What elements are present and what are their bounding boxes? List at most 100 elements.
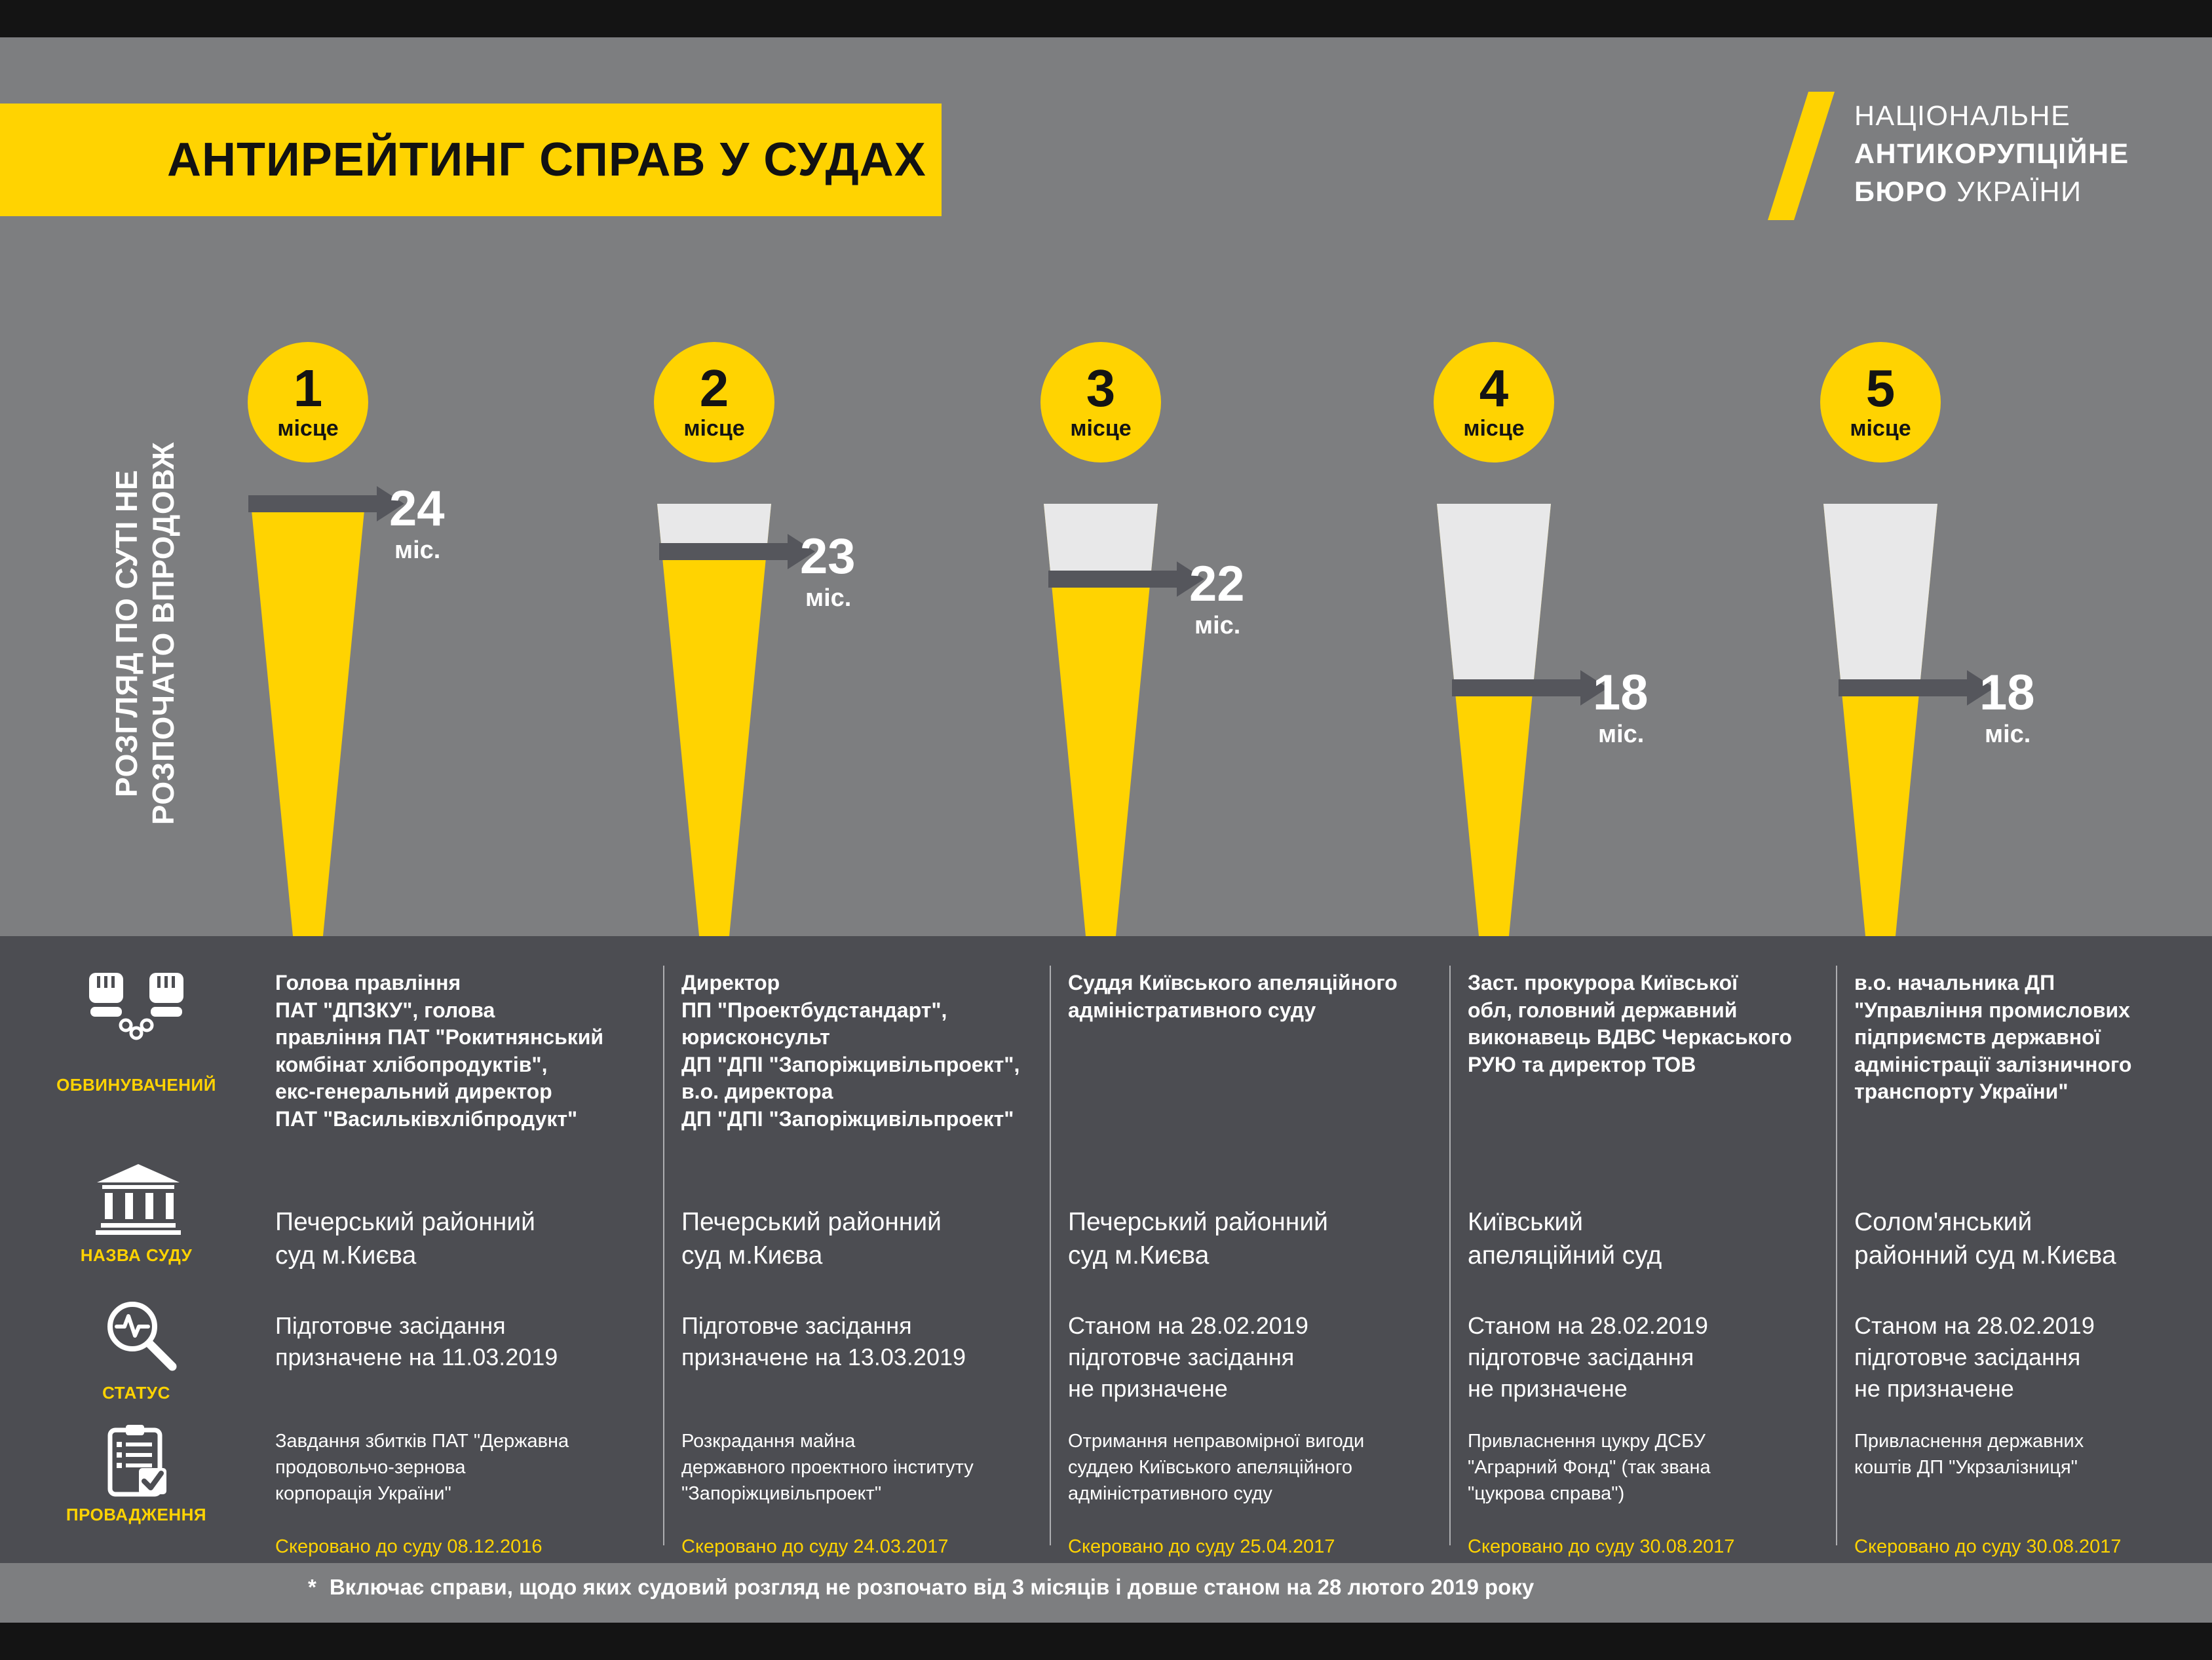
case-details-3: Суддя Київського апеляційного адміністра… xyxy=(1068,936,1438,1563)
case-details-5: в.о. начальника ДП "Управління промислов… xyxy=(1854,936,2198,1563)
months-value: 24 xyxy=(389,481,445,537)
footnote-asterisk: * xyxy=(308,1575,316,1599)
bar-empty-segment xyxy=(1437,504,1551,688)
column-separator xyxy=(1050,966,1051,1545)
rank-badge-4: 4 місце xyxy=(1434,342,1554,462)
logo-line1: НАЦІОНАЛЬНЕ xyxy=(1854,100,2071,132)
footnote-text: Включає справи, щодо яких судовий розгля… xyxy=(329,1575,1535,1599)
court-text: Солом'янський районний суд м.Києва xyxy=(1854,1208,2116,1270)
status-magnifier-icon xyxy=(107,1302,177,1371)
rank-badge-3: 3 місце xyxy=(1040,342,1161,462)
label-court: НАЗВА СУДУ xyxy=(80,1245,193,1265)
bar-case-5: 18 міс. xyxy=(1823,504,2035,936)
rank-number: 1 xyxy=(293,358,323,417)
bar-value: 23 міс. xyxy=(800,532,856,613)
nabu-logo-icon xyxy=(1768,92,1835,220)
chart-column-2: 2 місце 23 міс. xyxy=(654,342,856,936)
rank-label: місце xyxy=(1850,415,1911,441)
value-arrow xyxy=(1048,561,1204,597)
sent-to-court-text: Скеровано до суду 30.08.2017 xyxy=(1468,1536,1735,1557)
logo-line2: АНТИКОРУПЦІЙНЕ xyxy=(1854,138,2129,170)
sent-to-court-text: Скеровано до суду 24.03.2017 xyxy=(681,1536,949,1557)
label-status: СТАТУС xyxy=(102,1383,170,1403)
proceeding-text: Завдання збитків ПАТ "Державна продоволь… xyxy=(275,1431,569,1505)
proceeding-text: Отримання неправомірної вигоди суддею Ки… xyxy=(1068,1431,1365,1505)
sent-to-court-text: Скеровано до суду 30.08.2017 xyxy=(1854,1536,2122,1557)
bar-empty-segment xyxy=(1823,504,1937,688)
handcuffs-icon xyxy=(89,973,183,1040)
court-text: Київський апеляційний суд xyxy=(1468,1208,1662,1270)
rank-number: 5 xyxy=(1865,358,1896,417)
value-arrow xyxy=(659,534,815,569)
months-unit: міс. xyxy=(1598,721,1645,748)
rank-number: 2 xyxy=(699,358,729,417)
rank-badge-1: 1 місце xyxy=(248,342,368,462)
bar-case-3: 22 міс. xyxy=(1044,504,1245,936)
chart-column-4: 4 місце 18 міс. xyxy=(1434,342,1649,936)
rank-number: 4 xyxy=(1479,358,1509,417)
top-black-bar xyxy=(0,0,2212,37)
bar-value: 24 міс. xyxy=(389,484,445,565)
court-text: Печерський районний суд м.Києва xyxy=(1068,1208,1328,1270)
months-unit: міс. xyxy=(1194,612,1241,639)
rank-badge-5: 5 місце xyxy=(1820,342,1941,462)
title-banner: АНТИРЕЙТИНГ СПРАВ У СУДАХ xyxy=(0,104,942,216)
logo-line3: БЮРО УКРАЇНИ xyxy=(1854,173,2129,211)
bar-shape xyxy=(1437,504,1551,936)
accused-text: Голова правління ПАТ "ДПЗКУ", голова пра… xyxy=(275,971,604,1131)
column-separator xyxy=(663,966,664,1545)
status-text: Станом на 28.02.2019 підготовче засіданн… xyxy=(1854,1312,2095,1402)
value-arrow xyxy=(248,486,404,521)
rank-label: місце xyxy=(683,415,745,441)
rank-badge-2: 2 місце xyxy=(654,342,774,462)
proceeding-text: Привласнення цукру ДСБУ "Аграрний Фонд" … xyxy=(1468,1431,1711,1505)
status-text: Підготовче засідання призначене на 13.03… xyxy=(681,1312,966,1370)
page-title: АНТИРЕЙТИНГ СПРАВ У СУДАХ xyxy=(167,134,926,186)
chart-y-axis-label: РОЗГЛЯД ПО СУТІ НЕ РОЗПОЧАТО ВПРОДОВЖ xyxy=(109,442,181,825)
months-value: 22 xyxy=(1189,556,1245,612)
months-value: 18 xyxy=(1979,665,2035,721)
label-accused: ОБВИНУВАЧЕНИЙ xyxy=(56,1075,216,1095)
rank-number: 3 xyxy=(1086,358,1116,417)
status-text: Станом на 28.02.2019 підготовче засіданн… xyxy=(1068,1312,1308,1402)
chart-column-3: 3 місце 22 міс. xyxy=(1040,342,1245,936)
proceeding-clipboard-icon xyxy=(107,1425,166,1497)
accused-text: в.о. начальника ДП "Управління промислов… xyxy=(1854,971,2132,1104)
bar-case-2: 23 міс. xyxy=(657,504,856,936)
proceeding-text: Розкрадання майна державного проектного … xyxy=(681,1431,974,1505)
court-building-icon xyxy=(96,1164,181,1235)
accused-text: Заст. прокурора Київської обл, головний … xyxy=(1468,971,1792,1076)
nabu-logo: НАЦІОНАЛЬНЕ АНТИКОРУПЦІЙНЕ БЮРО УКРАЇНИ xyxy=(1761,89,2129,223)
footnote: * Включає справи, щодо яких судовий розгл… xyxy=(308,1575,1534,1600)
nabu-logo-text: НАЦІОНАЛЬНЕ АНТИКОРУПЦІЙНЕ БЮРО УКРАЇНИ xyxy=(1854,89,2129,223)
months-unit: міс. xyxy=(1985,721,2031,748)
logo-line3-bold: БЮРО xyxy=(1854,176,1948,208)
column-separator xyxy=(1836,966,1837,1545)
bar-shape xyxy=(657,504,771,936)
months-value: 23 xyxy=(800,529,856,584)
bar-case-1: 24 міс. xyxy=(248,484,445,936)
case-details-2: Директор ПП "Проектбудстандарт", юрискон… xyxy=(681,936,1058,1563)
bottom-black-bar xyxy=(0,1623,2212,1660)
bar-shape xyxy=(1044,504,1158,936)
status-text: Станом на 28.02.2019 підготовче засіданн… xyxy=(1468,1312,1708,1402)
court-text: Печерський районний суд м.Києва xyxy=(275,1208,535,1270)
row-legend: ОБВИНУВАЧЕНИЙ НАЗВА СУДУ СТАТУС xyxy=(0,936,272,1563)
chart-column-5: 5 місце 18 міс. xyxy=(1820,342,2035,936)
accused-text: Директор ПП "Проектбудстандарт", юрискон… xyxy=(681,971,1020,1131)
rank-label: місце xyxy=(1463,415,1525,441)
status-text: Підготовче засідання призначене на 11.03… xyxy=(275,1312,558,1370)
bar-empty-segment xyxy=(1044,504,1158,580)
bar-value: 18 міс. xyxy=(1593,668,1649,749)
proceeding-text: Привласнення державних коштів ДП "Укрзал… xyxy=(1854,1431,2084,1479)
value-arrow xyxy=(1452,670,1608,706)
label-proceeding: ПРОВАДЖЕННЯ xyxy=(66,1505,207,1524)
months-unit: міс. xyxy=(805,584,852,612)
court-text: Печерський районний суд м.Києва xyxy=(681,1208,942,1270)
bar-shape xyxy=(251,504,365,936)
bar-value: 22 міс. xyxy=(1189,559,1245,640)
sent-to-court-text: Скеровано до суду 08.12.2016 xyxy=(275,1536,543,1557)
months-unit: міс. xyxy=(394,537,441,564)
column-separator xyxy=(1449,966,1451,1545)
rank-label: місце xyxy=(277,415,339,441)
